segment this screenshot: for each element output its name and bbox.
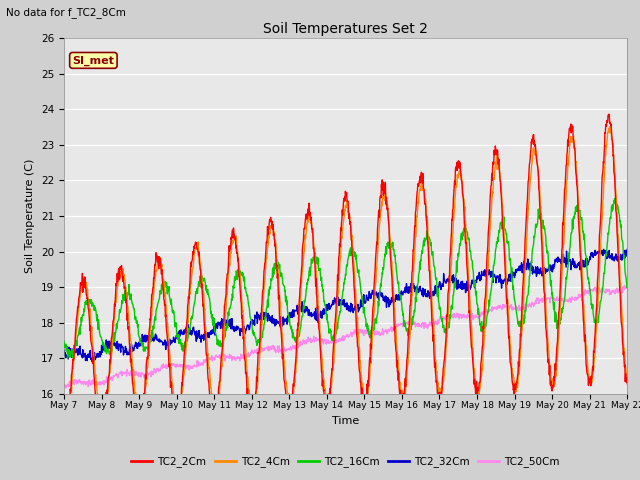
Title: Soil Temperatures Set 2: Soil Temperatures Set 2 xyxy=(263,22,428,36)
TC2_32Cm xyxy=(557,257,564,263)
TC2_32Cm xyxy=(88,359,96,364)
TC2_50Cm xyxy=(186,363,193,369)
TC2_50Cm xyxy=(249,349,257,355)
TC2_2Cm xyxy=(623,381,631,386)
X-axis label: Time: Time xyxy=(332,416,359,426)
TC2_2Cm xyxy=(557,272,564,278)
TC2_16Cm xyxy=(557,317,564,323)
Line: TC2_16Cm: TC2_16Cm xyxy=(64,199,627,359)
TC2_16Cm xyxy=(507,264,515,270)
TC2_50Cm xyxy=(172,362,180,368)
TC2_16Cm xyxy=(623,282,631,288)
TC2_4Cm xyxy=(507,357,515,362)
TC2_16Cm xyxy=(249,330,257,336)
TC2_32Cm xyxy=(186,331,193,337)
TC2_32Cm xyxy=(623,246,631,252)
TC2_16Cm xyxy=(172,320,180,325)
TC2_32Cm xyxy=(60,351,68,357)
TC2_50Cm xyxy=(61,385,69,391)
TC2_50Cm xyxy=(557,297,564,302)
TC2_4Cm xyxy=(60,419,68,424)
TC2_4Cm xyxy=(172,408,180,413)
TC2_4Cm xyxy=(186,289,193,295)
TC2_50Cm xyxy=(507,304,515,310)
TC2_32Cm xyxy=(507,274,515,279)
TC2_16Cm xyxy=(186,327,193,333)
TC2_2Cm xyxy=(605,111,612,117)
Y-axis label: Soil Temperature (C): Soil Temperature (C) xyxy=(26,159,35,273)
TC2_32Cm xyxy=(433,287,441,293)
TC2_4Cm xyxy=(63,421,70,427)
TC2_16Cm xyxy=(60,338,68,344)
TC2_32Cm xyxy=(172,335,180,340)
Text: No data for f_TC2_8Cm: No data for f_TC2_8Cm xyxy=(6,7,126,18)
Line: TC2_2Cm: TC2_2Cm xyxy=(64,114,627,434)
TC2_4Cm xyxy=(557,295,564,301)
Line: TC2_4Cm: TC2_4Cm xyxy=(64,127,627,424)
TC2_4Cm xyxy=(433,374,441,380)
TC2_4Cm xyxy=(605,124,613,130)
Legend: TC2_2Cm, TC2_4Cm, TC2_16Cm, TC2_32Cm, TC2_50Cm: TC2_2Cm, TC2_4Cm, TC2_16Cm, TC2_32Cm, TC… xyxy=(127,452,564,471)
TC2_4Cm xyxy=(623,375,631,381)
TC2_32Cm xyxy=(249,322,257,328)
TC2_2Cm xyxy=(186,284,193,289)
TC2_16Cm xyxy=(433,294,441,300)
TC2_50Cm xyxy=(60,384,68,389)
TC2_16Cm xyxy=(611,196,618,202)
TC2_2Cm xyxy=(249,408,257,413)
TC2_2Cm xyxy=(172,420,180,426)
TC2_50Cm xyxy=(623,284,631,290)
TC2_2Cm xyxy=(60,424,68,430)
Text: SI_met: SI_met xyxy=(72,55,115,66)
TC2_2Cm xyxy=(507,362,515,368)
Line: TC2_32Cm: TC2_32Cm xyxy=(64,249,627,361)
TC2_4Cm xyxy=(249,405,257,411)
TC2_50Cm xyxy=(621,283,628,288)
TC2_2Cm xyxy=(61,431,69,437)
Line: TC2_50Cm: TC2_50Cm xyxy=(64,286,627,388)
TC2_50Cm xyxy=(433,320,441,326)
TC2_2Cm xyxy=(433,390,441,396)
TC2_16Cm xyxy=(64,356,72,361)
